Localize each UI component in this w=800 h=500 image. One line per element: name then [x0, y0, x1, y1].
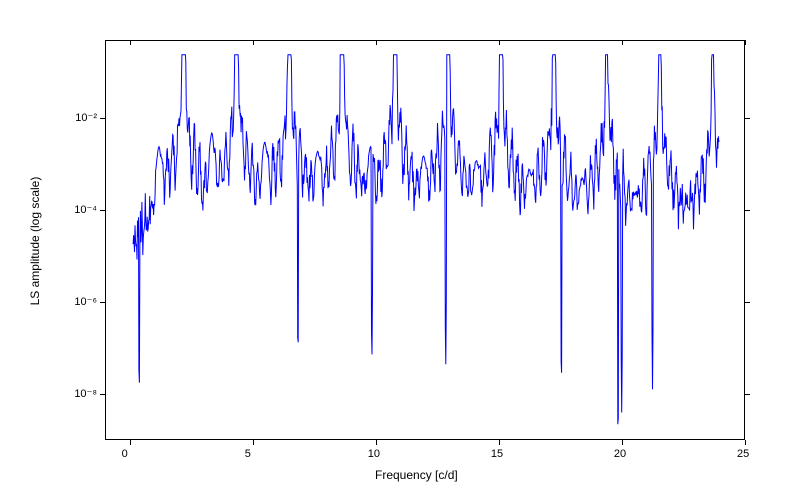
y-tick-mark — [745, 118, 750, 119]
chart-container: Frequency [c/d] LS amplitude (log scale)… — [0, 0, 800, 500]
y-tick-mark — [100, 118, 105, 119]
spectrum-line — [106, 41, 745, 440]
x-tick-mark — [130, 440, 131, 445]
plot-area — [105, 40, 745, 440]
x-axis-label: Frequency [c/d] — [375, 468, 458, 482]
x-tick-label: 15 — [491, 448, 503, 460]
y-tick-label: 10⁻⁶ — [74, 295, 97, 308]
x-tick-label: 5 — [245, 448, 251, 460]
x-tick-mark — [499, 40, 500, 45]
y-axis-label: LS amplitude (log scale) — [28, 141, 42, 341]
x-tick-mark — [622, 440, 623, 445]
y-tick-label: 10⁻⁸ — [74, 387, 97, 400]
x-tick-mark — [499, 440, 500, 445]
y-tick-mark — [100, 302, 105, 303]
y-tick-mark — [745, 210, 750, 211]
spectrum-path — [133, 55, 719, 425]
x-tick-mark — [376, 440, 377, 445]
x-tick-mark — [376, 40, 377, 45]
x-tick-mark — [745, 440, 746, 445]
y-tick-mark — [745, 394, 750, 395]
x-tick-label: 20 — [614, 448, 626, 460]
x-tick-mark — [130, 40, 131, 45]
y-tick-mark — [100, 210, 105, 211]
x-tick-mark — [253, 40, 254, 45]
x-tick-mark — [622, 40, 623, 45]
y-tick-label: 10⁻² — [75, 111, 97, 124]
x-tick-label: 0 — [122, 448, 128, 460]
y-tick-mark — [745, 302, 750, 303]
x-tick-mark — [745, 40, 746, 45]
y-tick-mark — [100, 394, 105, 395]
x-tick-label: 25 — [737, 448, 749, 460]
y-tick-label: 10⁻⁴ — [74, 203, 97, 216]
x-tick-mark — [253, 440, 254, 445]
x-tick-label: 10 — [368, 448, 380, 460]
